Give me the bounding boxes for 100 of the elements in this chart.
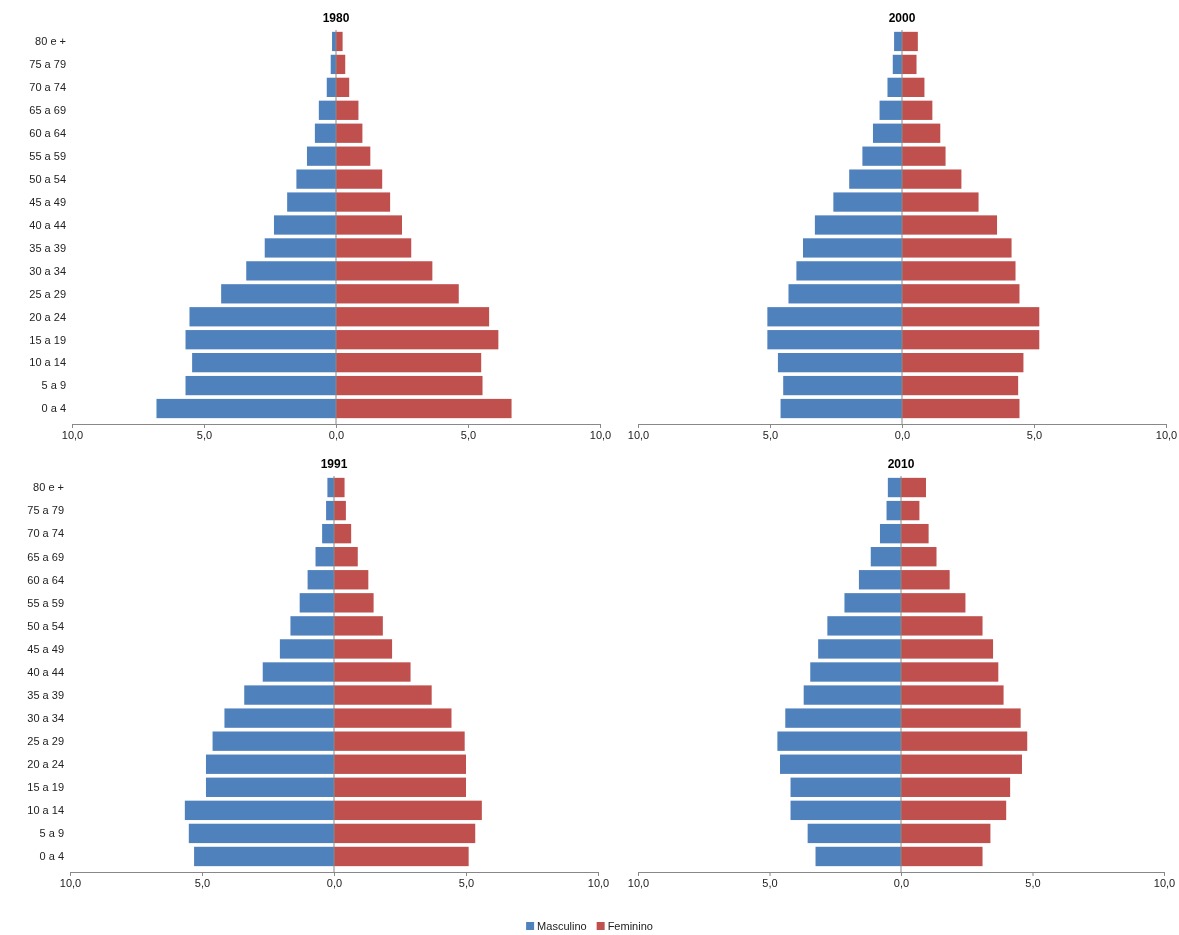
- bar: [901, 477, 926, 498]
- x-tick-label: 0,0: [894, 428, 911, 441]
- x-tick-label: 0,0: [326, 876, 343, 889]
- bar: [334, 570, 369, 590]
- bar: [336, 169, 383, 189]
- bar: [336, 238, 412, 258]
- y-tick-label: 80 e +: [35, 35, 66, 48]
- y-tick-label: 70 a 74: [29, 81, 66, 94]
- y-tick-label: 15 a 19: [29, 333, 66, 346]
- bar: [334, 500, 346, 521]
- bar: [334, 800, 482, 821]
- bar: [902, 146, 946, 166]
- x-tick-label: 0,0: [328, 428, 345, 441]
- x-tick-label: 10,0: [587, 876, 610, 889]
- bar: [314, 123, 336, 143]
- bar: [777, 731, 901, 751]
- y-tick-label: 30 a 34: [27, 711, 64, 724]
- y-tick-label: 50 a 54: [27, 619, 64, 632]
- bar: [790, 800, 901, 821]
- x-tick-label: 10,0: [59, 876, 82, 889]
- bar: [287, 192, 336, 212]
- y-tick-label: 5 a 9: [41, 379, 66, 392]
- bar: [902, 100, 933, 120]
- y-tick-label: 5 a 9: [39, 827, 64, 840]
- bar: [273, 215, 336, 235]
- bar: [780, 398, 902, 419]
- bar: [334, 823, 476, 844]
- bar: [902, 215, 998, 235]
- x-tick-label: 10,0: [627, 876, 650, 889]
- x-tick-label: 10,0: [627, 428, 650, 441]
- bar: [194, 846, 334, 867]
- bar: [336, 330, 499, 350]
- bar: [336, 31, 343, 52]
- bar: [336, 77, 350, 97]
- bar: [767, 330, 902, 350]
- bar: [902, 375, 1019, 396]
- bar: [185, 375, 336, 396]
- bar: [901, 547, 937, 567]
- chart-title: 1991: [320, 457, 348, 471]
- y-tick-label: 35 a 39: [29, 241, 66, 254]
- bar: [902, 330, 1040, 350]
- bar: [901, 662, 999, 682]
- bar: [336, 375, 483, 396]
- bar: [334, 846, 469, 867]
- bar: [879, 523, 901, 544]
- bar: [887, 77, 902, 97]
- bar: [844, 593, 901, 613]
- x-tick-label: 10,0: [1155, 428, 1178, 441]
- bar: [336, 192, 391, 212]
- bar: [212, 731, 334, 751]
- bar: [334, 662, 411, 682]
- chart-title: 2000: [888, 11, 916, 25]
- bar: [262, 662, 334, 682]
- y-tick-label: 65 a 69: [27, 550, 64, 563]
- y-tick-label: 10 a 14: [29, 356, 66, 369]
- y-tick-label: 10 a 14: [27, 804, 64, 817]
- y-tick-label: 20 a 24: [27, 758, 64, 771]
- bar: [334, 616, 383, 636]
- bar: [334, 708, 452, 728]
- bar: [322, 523, 334, 544]
- bar: [334, 777, 466, 797]
- bar: [336, 215, 402, 235]
- bar: [336, 123, 363, 143]
- bar: [315, 547, 334, 567]
- y-tick-label: 15 a 19: [27, 781, 64, 794]
- bar: [827, 616, 901, 636]
- y-tick-label: 60 a 64: [29, 127, 66, 140]
- bar: [192, 353, 336, 373]
- bar: [901, 731, 1028, 751]
- bar: [902, 192, 979, 212]
- bar: [901, 777, 1011, 797]
- bar: [334, 477, 345, 498]
- bar: [336, 398, 512, 419]
- x-tick-label: 10,0: [589, 428, 612, 441]
- y-tick-label: 75 a 79: [29, 58, 66, 71]
- bar: [901, 823, 991, 844]
- bar: [849, 169, 902, 189]
- bar: [815, 846, 901, 867]
- y-tick-label: 40 a 44: [27, 665, 64, 678]
- y-tick-label: 50 a 54: [29, 172, 66, 185]
- bar: [296, 169, 336, 189]
- bar: [188, 823, 334, 844]
- bar: [902, 31, 918, 52]
- bar: [224, 708, 334, 728]
- x-tick-label: 5,0: [458, 876, 475, 889]
- bar: [803, 685, 901, 705]
- bar: [336, 284, 459, 304]
- bar: [902, 261, 1016, 281]
- y-tick-label: 45 a 49: [29, 195, 66, 208]
- bar: [336, 100, 359, 120]
- y-tick-label: 70 a 74: [27, 527, 64, 540]
- bar: [790, 777, 901, 797]
- bar: [803, 238, 902, 258]
- chart-title: 2010: [887, 457, 915, 471]
- bar: [785, 708, 901, 728]
- bar: [796, 261, 902, 281]
- bar: [336, 261, 433, 281]
- bar: [902, 238, 1012, 258]
- bar: [334, 731, 465, 751]
- bar: [901, 523, 929, 544]
